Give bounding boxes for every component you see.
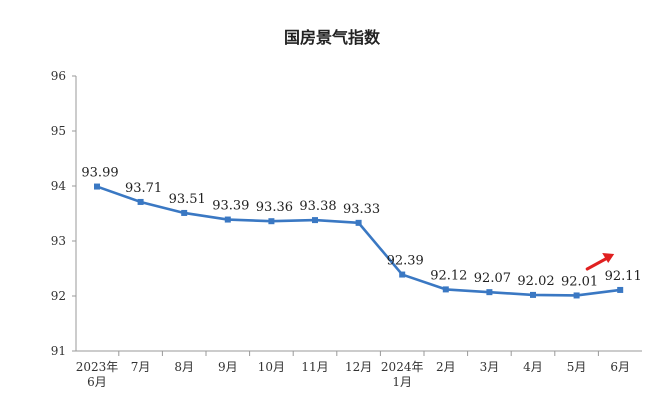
x-tick-label: 6月 — [610, 360, 630, 374]
data-point — [573, 292, 580, 299]
arrow-icon — [585, 253, 615, 271]
data-label: 93.39 — [212, 199, 249, 214]
y-tick-label: 96 — [51, 69, 66, 83]
data-point — [442, 286, 449, 293]
x-tick-label: 10月 — [258, 360, 285, 374]
data-labels: 93.99 93.71 93.51 93.39 93.36 93.38 93.33 92.39… — [81, 166, 641, 290]
x-tick-label: 5月 — [567, 360, 587, 374]
x-tick-label: 2月 — [436, 360, 456, 374]
data-label: 92.39 — [387, 254, 424, 269]
data-label: 92.11 — [605, 269, 642, 284]
y-tick-label: 95 — [51, 124, 66, 138]
data-point — [181, 209, 188, 216]
data-label: 92.01 — [561, 274, 598, 289]
axes: 91 92 93 94 95 96 2023年 6月 7月 8月 9月 10月 11月 12月 2024年 1… — [51, 69, 642, 389]
x-tick-label: 8月 — [174, 360, 194, 374]
data-point — [137, 198, 144, 205]
chart-title: 国房景气指数 — [284, 28, 381, 47]
data-point — [486, 289, 493, 296]
data-label: 93.99 — [81, 166, 118, 181]
data-point — [617, 286, 624, 293]
data-label: 93.38 — [299, 199, 336, 214]
x-tick-label: 9月 — [218, 360, 238, 374]
data-label: 93.51 — [169, 192, 206, 207]
data-point — [268, 218, 275, 225]
data-label: 93.36 — [256, 200, 293, 215]
y-tick-label: 93 — [51, 234, 66, 248]
data-point — [355, 219, 362, 226]
x-tick-label: 2024年 1月 — [381, 360, 424, 389]
x-tick-label: 4月 — [523, 360, 543, 374]
x-tick-label: 12月 — [345, 360, 372, 374]
data-point — [399, 271, 406, 278]
data-series — [94, 183, 624, 299]
data-point — [224, 216, 231, 223]
y-tick-label: 91 — [51, 344, 66, 358]
data-label: 92.02 — [517, 274, 554, 289]
data-point — [94, 183, 100, 190]
data-point — [312, 217, 318, 224]
x-tick-label: 7月 — [131, 360, 151, 374]
y-tick-label: 94 — [51, 179, 67, 193]
data-point — [530, 291, 536, 298]
data-label: 93.71 — [125, 181, 162, 196]
y-tick-label: 92 — [51, 289, 66, 303]
data-label: 92.07 — [474, 271, 511, 286]
x-tick-label: 3月 — [480, 360, 500, 374]
x-tick-label: 11月 — [301, 360, 328, 374]
data-label: 92.12 — [430, 268, 467, 283]
x-tick-label: 2023年 6月 — [76, 360, 119, 389]
annotations — [585, 253, 615, 271]
data-label: 93.33 — [343, 202, 380, 217]
